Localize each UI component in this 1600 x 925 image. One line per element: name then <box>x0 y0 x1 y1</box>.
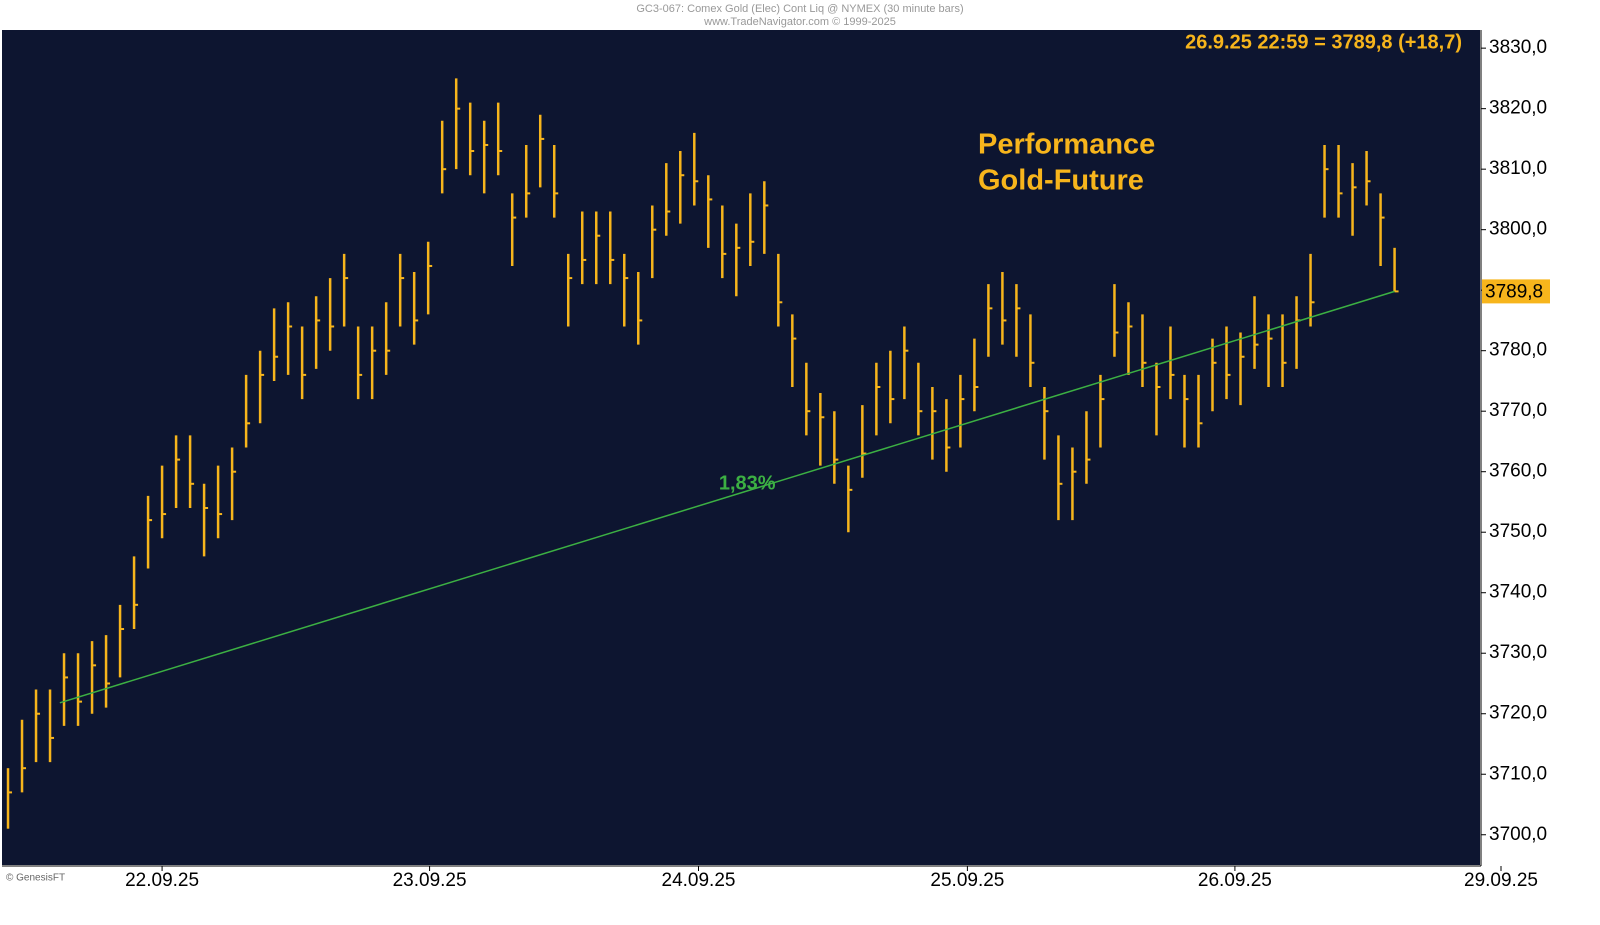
plot-area <box>2 30 1480 865</box>
y-tick-label: 3770,0 <box>1489 400 1547 421</box>
last-price-label: 3789,8 <box>1485 281 1543 302</box>
y-tick-label: 3700,0 <box>1489 824 1547 845</box>
y-tick-label: 3830,0 <box>1489 37 1547 58</box>
y-tick-label: 3720,0 <box>1489 703 1547 724</box>
annotation: Gold-Future <box>978 165 1144 197</box>
last-price-box <box>1482 279 1550 304</box>
y-tick-label: 3710,0 <box>1489 763 1547 784</box>
x-tick-label: 25.09.25 <box>930 870 1004 891</box>
y-tick-label: 3760,0 <box>1489 461 1547 482</box>
last-quote: 26.9.25 22:59 = 3789,8 (+18,7) <box>1185 31 1462 53</box>
chart-subtitle: www.TradeNavigator.com © 1999-2025 <box>703 16 896 28</box>
y-tick-label: 3780,0 <box>1489 340 1547 361</box>
trendline-label: 1,83% <box>719 472 776 494</box>
y-tick-label: 3800,0 <box>1489 219 1547 240</box>
y-tick-label: 3730,0 <box>1489 642 1547 663</box>
x-tick-label: 26.09.25 <box>1198 870 1272 891</box>
y-tick-label: 3820,0 <box>1489 98 1547 119</box>
y-tick-label: 3740,0 <box>1489 582 1547 603</box>
y-tick-label: 3810,0 <box>1489 158 1547 179</box>
x-tick-label: 22.09.25 <box>125 870 199 891</box>
y-tick-label: 3750,0 <box>1489 521 1547 542</box>
x-tick-label: 24.09.25 <box>662 870 736 891</box>
chart-title: GC3-067: Comex Gold (Elec) Cont Liq @ NY… <box>636 3 963 15</box>
copyright: © GenesisFT <box>6 873 65 884</box>
trendline <box>59 290 1395 704</box>
x-tick-label: 29.09.25 <box>1464 870 1538 891</box>
x-tick-label: 23.09.25 <box>393 870 467 891</box>
annotation: Performance <box>978 129 1155 161</box>
